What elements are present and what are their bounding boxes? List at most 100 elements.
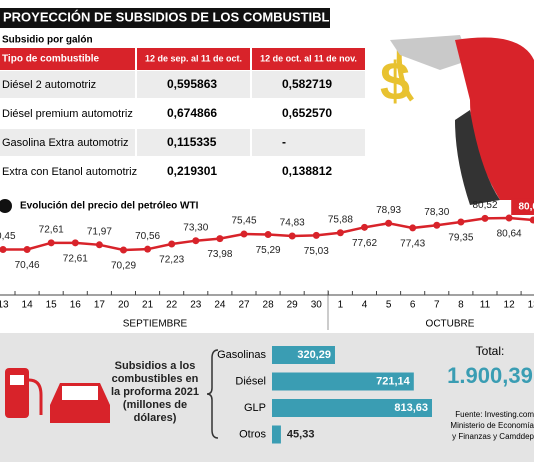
table-header: 12 de sep. al 11 de oct. xyxy=(145,53,242,63)
point xyxy=(95,241,103,249)
bar-chart-title: Subsidios a los combustibles en la profo… xyxy=(110,360,200,424)
table-header: 12 de oct. al 11 de nov. xyxy=(260,53,357,63)
point xyxy=(385,219,393,227)
table-cell xyxy=(137,100,250,127)
table-cell xyxy=(252,100,365,127)
data-label: 75,45 xyxy=(231,216,256,227)
data-label: 80,64 xyxy=(497,229,522,240)
brace xyxy=(206,349,219,439)
x-tick-label: 12 xyxy=(504,300,516,311)
bar-category: Otros xyxy=(239,428,266,440)
x-tick-label: 27 xyxy=(238,300,250,311)
pump-car-icons xyxy=(5,368,110,423)
x-tick-label: 28 xyxy=(263,300,275,311)
data-label: 73,30 xyxy=(183,222,208,233)
x-tick-label: 8 xyxy=(458,300,464,311)
data-label: 80,52 xyxy=(472,200,497,211)
data-label: 75,03 xyxy=(304,246,329,257)
table-cell-text: 0,219301 xyxy=(167,164,217,178)
title: PROYECCIÓN DE SUBSIDIOS DE LOS COMBUSTIB… xyxy=(3,9,347,24)
data-label: 73,98 xyxy=(207,249,232,260)
point xyxy=(168,240,176,248)
table-cell-text: 0,652570 xyxy=(282,106,332,120)
data-label: 80,0 xyxy=(518,202,534,213)
table-cell-text: Extra con Etanol automotriz xyxy=(2,166,137,178)
point xyxy=(288,232,296,240)
point xyxy=(505,214,513,222)
table-cell xyxy=(252,129,365,156)
point xyxy=(312,231,320,239)
bar xyxy=(272,346,335,364)
table-cell-text: Diésel premium automotriz xyxy=(2,108,133,120)
table-header-cell xyxy=(0,48,135,70)
table-header-cell xyxy=(252,48,365,70)
data-label: 70,56 xyxy=(135,231,160,242)
data-label: 70,29 xyxy=(111,261,136,272)
x-tick-label: 14 xyxy=(22,300,34,311)
table-cell-text: - xyxy=(282,135,286,149)
table-cell-text: 0,115335 xyxy=(167,135,217,149)
table-cell-text: 0,138812 xyxy=(282,164,332,178)
point xyxy=(336,229,344,237)
point xyxy=(361,223,368,231)
x-tick-label: 1 xyxy=(338,300,344,311)
point xyxy=(433,221,441,229)
title-bar xyxy=(0,8,330,28)
table-header-cell xyxy=(137,48,250,70)
table-cell-text: Gasolina Extra automotriz xyxy=(2,137,129,149)
x-tick-label: 13 xyxy=(0,300,9,311)
x-group-label: OCTUBRE xyxy=(426,319,475,330)
x-tick-label: 29 xyxy=(287,300,299,311)
point xyxy=(23,245,31,253)
table-cell xyxy=(0,71,135,98)
point xyxy=(457,218,465,226)
x-group-label: SEPTIEMBRE xyxy=(123,319,188,330)
point xyxy=(144,245,152,253)
table-cell xyxy=(0,100,135,127)
table-cell xyxy=(137,158,250,185)
point xyxy=(216,235,224,243)
highlight-box xyxy=(511,198,534,215)
total: 1.900,39 xyxy=(447,363,533,388)
data-label: 77,62 xyxy=(352,238,377,249)
data-label: 71,97 xyxy=(87,226,112,237)
source: Ministerio de Economía xyxy=(450,421,534,430)
point xyxy=(529,216,534,224)
table-cell xyxy=(252,158,365,185)
source: Fuente: Investing.com xyxy=(455,410,534,419)
source: y Finanzas y Camddep xyxy=(452,432,534,441)
x-tick-label: 4 xyxy=(362,300,368,311)
table-cell-text: Diésel 2 automotriz xyxy=(2,79,96,91)
data-label: 79,35 xyxy=(448,233,473,244)
table-cell-text: 0,595863 xyxy=(167,77,217,91)
x-tick-label: 11 xyxy=(480,300,491,311)
subtitle: Subsidio por galón xyxy=(2,35,93,46)
bar xyxy=(272,425,281,444)
point xyxy=(240,230,248,238)
table-header: Tipo de combustible xyxy=(2,54,99,65)
data-label: 70,45 xyxy=(0,231,16,242)
x-tick-label: 23 xyxy=(190,300,202,311)
line-chart-title: Evolución del precio del petróleo WTI xyxy=(20,201,199,212)
table-cell xyxy=(0,129,135,156)
table-cell-text: 0,674866 xyxy=(167,106,217,120)
x-tick-label: 15 xyxy=(46,300,58,311)
x-tick-label: 30 xyxy=(311,300,323,311)
x-tick-label: 22 xyxy=(166,300,178,311)
table-cell xyxy=(0,158,135,185)
point xyxy=(192,237,200,245)
chart-icon xyxy=(0,199,12,213)
point xyxy=(264,231,272,239)
bar-value-label: 45,33 xyxy=(287,428,315,440)
data-label: 72,61 xyxy=(39,224,64,235)
table-cell xyxy=(137,129,250,156)
x-tick-label: 6 xyxy=(410,300,416,311)
bar-value-label: 813,63 xyxy=(394,402,428,414)
table-cell xyxy=(137,71,250,98)
table-cell-text: 0,582719 xyxy=(282,77,332,91)
point xyxy=(47,239,55,247)
svg-text:$: $ xyxy=(380,51,410,111)
bar-category: Diésel xyxy=(235,375,266,387)
data-label: 74,83 xyxy=(280,218,305,229)
